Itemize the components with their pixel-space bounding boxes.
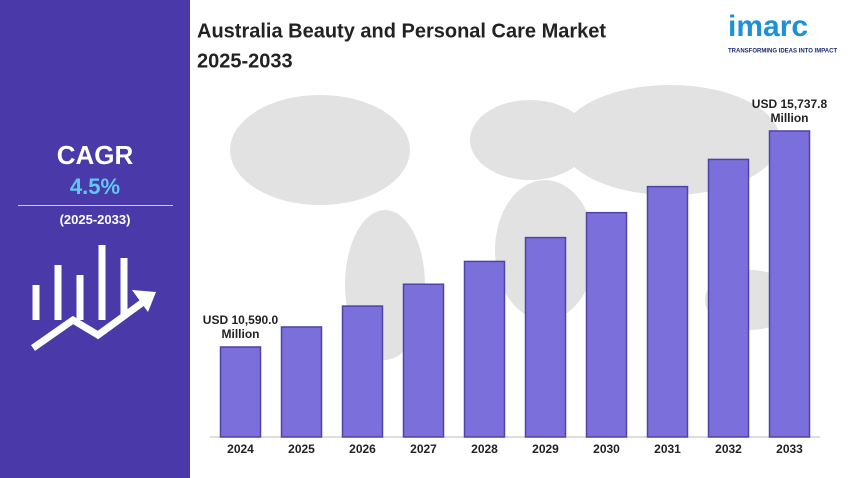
bar (707, 158, 750, 438)
x-tick-label: 2026 (349, 442, 376, 456)
bar (219, 346, 262, 438)
logo-tagline: TRANSFORMING IDEAS INTO IMPACT (728, 49, 837, 55)
bar (768, 130, 811, 438)
logo-name: imarc (728, 10, 808, 43)
bar (646, 185, 689, 438)
x-tick-label: 2025 (288, 442, 315, 456)
bar (463, 260, 506, 438)
x-tick-label: 2027 (410, 442, 437, 456)
chart-title: Australia Beauty and Personal Care Marke… (197, 20, 606, 42)
x-tick-label: 2024 (227, 442, 254, 456)
growth-icon (30, 245, 156, 351)
bar (402, 283, 445, 438)
bar (280, 326, 323, 438)
bar (341, 305, 384, 438)
bar (524, 236, 567, 438)
value-label: USD 10,590.0 Million (202, 312, 279, 341)
cagr-label: CAGR (56, 140, 134, 170)
cagr-value: 4.5% (69, 174, 121, 199)
divider (18, 205, 173, 206)
x-tick-label: 2028 (471, 442, 498, 456)
sidebar: CAGR 4.5% (2025-2033) (0, 0, 190, 478)
x-tick-label: 2032 (715, 442, 742, 456)
x-tick-label: 2033 (776, 442, 803, 456)
bar (585, 211, 628, 438)
value-label: USD 15,737.8 Million (751, 96, 828, 125)
x-tick-label: 2031 (654, 442, 681, 456)
x-tick-label: 2029 (532, 442, 559, 456)
chart-subtitle: 2025-2033 (197, 50, 293, 72)
cagr-period: (2025-2033) (59, 212, 131, 227)
x-tick-label: 2030 (593, 442, 620, 456)
